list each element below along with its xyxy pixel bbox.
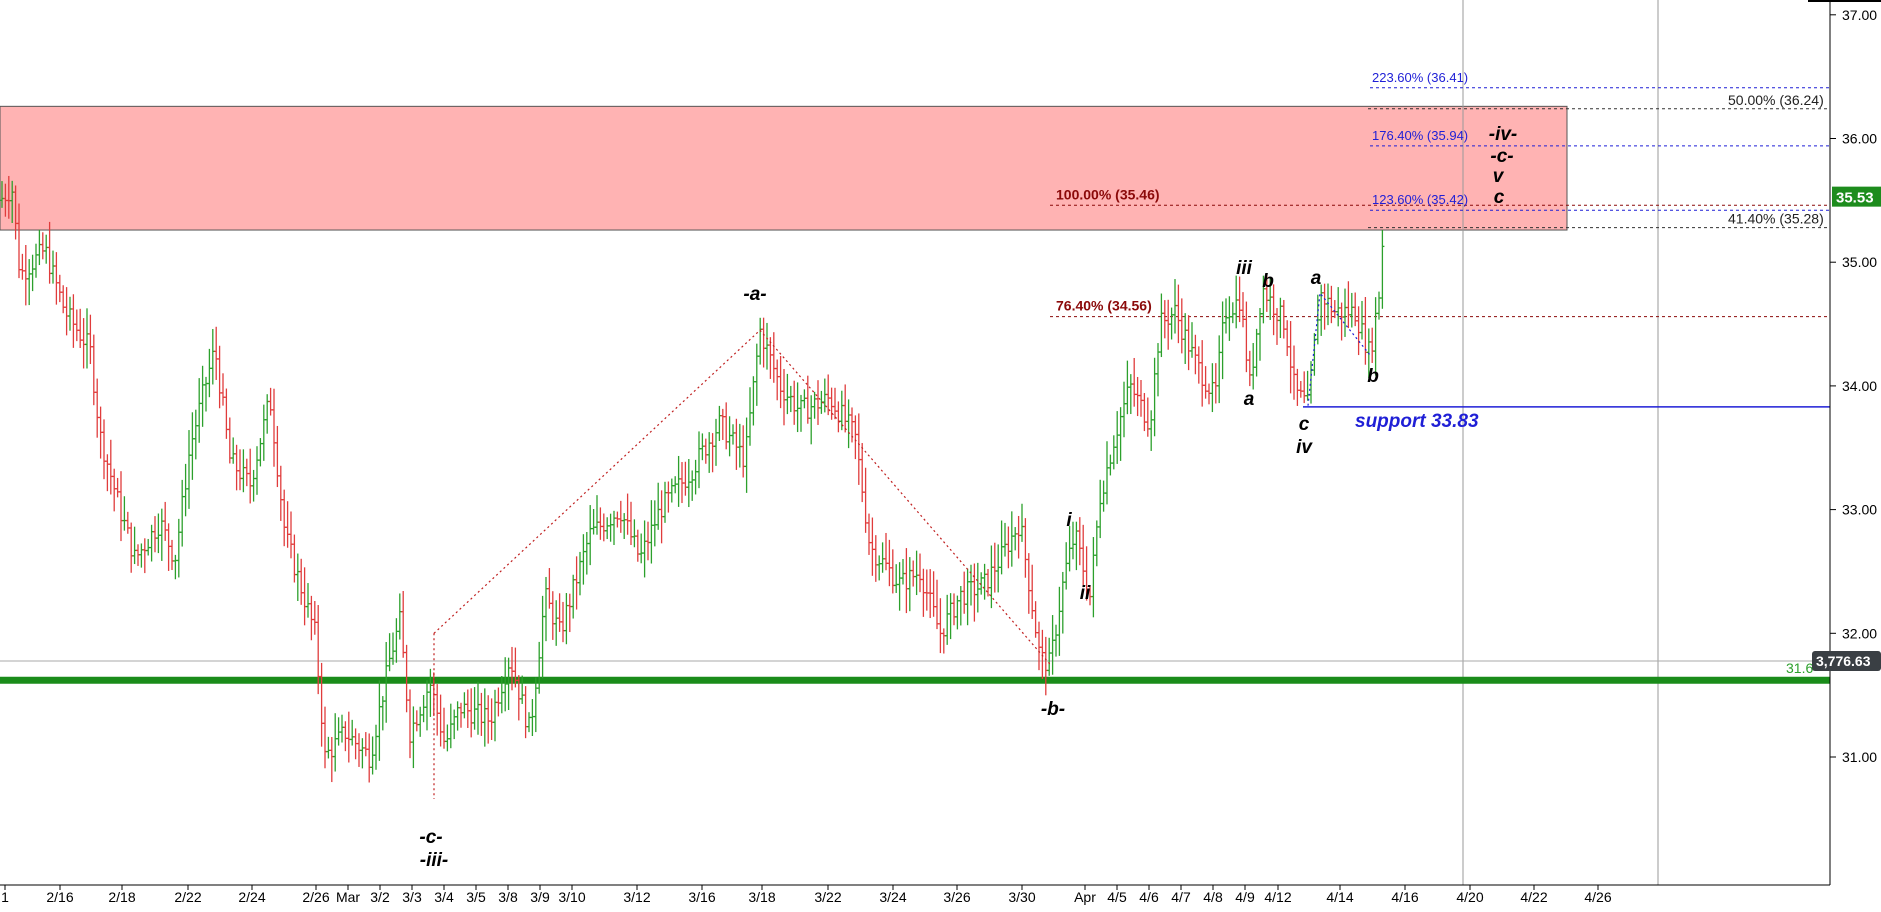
wave-line-abc-small (1307, 291, 1371, 406)
x-tick-label: 4/6 (1139, 889, 1159, 905)
x-tick-label: Mar (336, 889, 360, 905)
wave-label: c (1494, 187, 1505, 208)
x-tick-label: 3/18 (748, 889, 775, 905)
x-tick-label: 3/30 (1008, 889, 1035, 905)
y-tick-label: 37.00 (1842, 7, 1877, 23)
x-tick-label: 2/26 (302, 889, 329, 905)
green-level-value: 31.6 (1786, 660, 1813, 676)
fib-level-label: 176.40% (35.94) (1372, 128, 1468, 143)
x-tick-label: 3/3 (402, 889, 422, 905)
x-tick-label: 4/16 (1391, 889, 1418, 905)
wave-label: iii (1236, 258, 1253, 279)
x-tick-label: 4/14 (1326, 889, 1353, 905)
price-bar (1380, 230, 1385, 309)
fib-level-label: 123.60% (35.42) (1372, 192, 1468, 207)
x-tick-label: 4/20 (1456, 889, 1483, 905)
wave-label: ii (1080, 583, 1091, 604)
fib-level-label: 50.00% (36.24) (1728, 92, 1824, 108)
x-tick-label: 4/12 (1264, 889, 1291, 905)
index-value: 3,776.63 (1816, 653, 1871, 669)
x-tick-label: 3/2 (370, 889, 390, 905)
fib-level-label: 41.40% (35.28) (1728, 211, 1824, 227)
x-tick-label: 4/7 (1171, 889, 1191, 905)
wave-label: b (1367, 366, 1379, 387)
wave-label: -c- (419, 827, 442, 848)
x-tick-label: 2/24 (238, 889, 265, 905)
x-tick-label: 3/5 (466, 889, 486, 905)
x-tick-label: 2/22 (174, 889, 201, 905)
last-price-badge (1832, 186, 1881, 207)
wave-label: -a- (743, 284, 766, 305)
x-tick-label: 4/9 (1235, 889, 1255, 905)
wave-label: a (1244, 389, 1255, 410)
x-tick-label: 2/16 (46, 889, 73, 905)
x-tick-label: 4/8 (1203, 889, 1223, 905)
support-label: support 33.83 (1355, 411, 1479, 432)
x-tick-label: 3/22 (814, 889, 841, 905)
x-tick-label: 3/9 (530, 889, 550, 905)
x-tick-label: 3/4 (434, 889, 454, 905)
wave-line-abc (433, 329, 1051, 665)
wave-label: i (1066, 510, 1072, 531)
y-tick-label: 32.00 (1842, 625, 1877, 641)
y-tick-label: 34.00 (1842, 378, 1877, 394)
last-price-value: 35.53 (1836, 190, 1874, 207)
wave-label: -b- (1041, 699, 1065, 720)
y-tick-label: 33.00 (1842, 502, 1877, 518)
index-badge (1812, 651, 1881, 671)
x-tick-label: 2/18 (108, 889, 135, 905)
fib-level-label: 76.40% (34.56) (1056, 298, 1152, 314)
x-tick-label: 4/26 (1584, 889, 1611, 905)
y-tick-label: 35.00 (1842, 254, 1877, 270)
wave-label: -iii- (420, 850, 449, 871)
wave-label: a (1311, 268, 1322, 289)
wave-label: b (1262, 271, 1274, 292)
x-tick-label: 3/26 (943, 889, 970, 905)
wave-label: -iv- (1489, 124, 1518, 145)
wave-label: -c- (1490, 146, 1513, 167)
wave-label: c (1299, 414, 1310, 435)
x-tick-label: 1 (1, 889, 9, 905)
x-tick-label: 3/12 (623, 889, 650, 905)
x-tick-label: 3/8 (498, 889, 518, 905)
resistance-zone (0, 105, 1568, 231)
y-tick-label: 36.00 (1842, 131, 1877, 147)
x-tick-label: 3/24 (879, 889, 906, 905)
y-tick-label: 31.00 (1842, 749, 1877, 765)
x-tick-label: 4/22 (1520, 889, 1547, 905)
fib-level-label: 223.60% (36.41) (1372, 70, 1468, 85)
x-tick-label: Apr (1074, 889, 1096, 905)
fib-level-label: 100.00% (35.46) (1056, 186, 1160, 202)
wave-label: v (1493, 166, 1505, 187)
x-tick-label: 3/16 (688, 889, 715, 905)
wave-label: iv (1296, 437, 1313, 458)
x-tick-label: 3/10 (558, 889, 585, 905)
x-tick-label: 4/5 (1107, 889, 1127, 905)
